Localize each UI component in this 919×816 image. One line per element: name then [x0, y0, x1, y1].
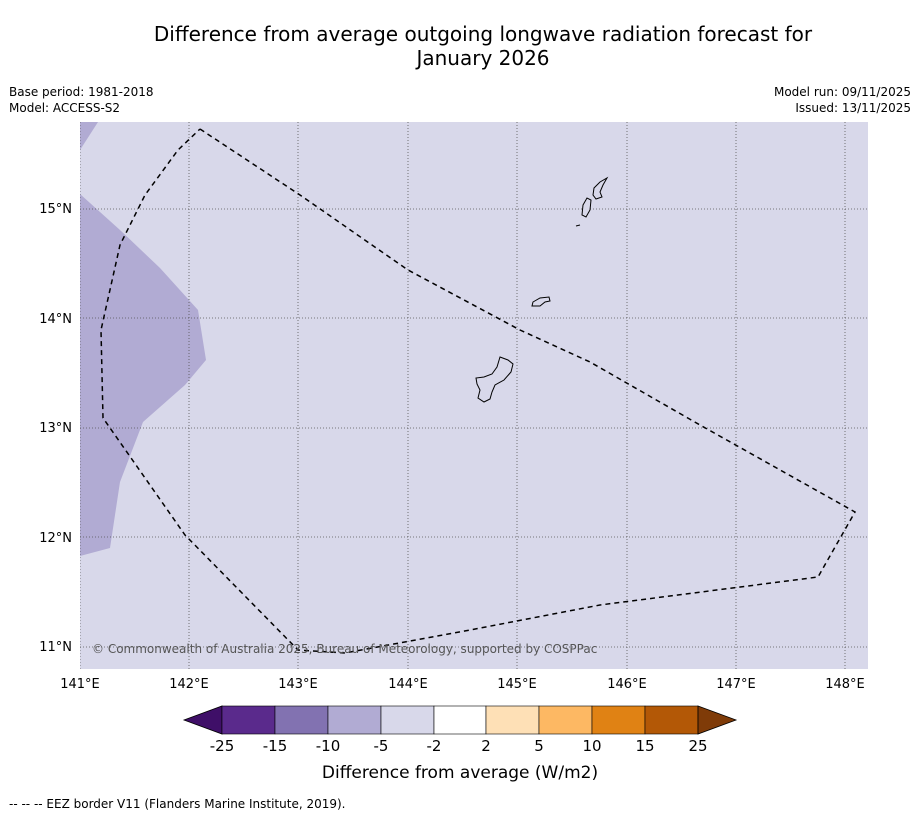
colorbar-segment-1 [221, 705, 276, 735]
anomaly-field-light [80, 122, 868, 669]
base-period: Base period: 1981-2018 [9, 85, 154, 99]
model-run: Model run: 09/11/2025 [773, 85, 911, 99]
meta-left: Base period: 1981-2018 Model: ACCESS-S2 [9, 84, 154, 116]
island-tinian [581, 197, 592, 218]
anomaly-field-stronger [80, 194, 206, 556]
eez-border [100, 128, 857, 654]
lat-label-15n: 15°N [39, 202, 72, 217]
lon-label-148e: 148°E [825, 677, 865, 692]
colorbar-label-5: -2 [427, 737, 442, 755]
island-guam [475, 356, 514, 403]
chart-title: Difference from average outgoing longwav… [60, 22, 906, 70]
island-saipan [592, 176, 609, 200]
island-aguijan [575, 224, 581, 227]
colorbar-label-10: 25 [688, 737, 707, 755]
map-area: © Commonwealth of Australia 2025, Bureau… [80, 122, 868, 669]
colorbar-extend-high [697, 705, 738, 735]
lon-label-145e: 145°E [497, 677, 537, 692]
title-line-2: January 2026 [416, 46, 550, 70]
colorbar-segment-3 [327, 705, 382, 735]
lat-gridlines [80, 208, 868, 648]
colorbar-label-1: -25 [210, 737, 235, 755]
colorbar-label-7: 5 [534, 737, 544, 755]
colorbar-extend-low [182, 705, 223, 735]
colorbar-label-4: -5 [374, 737, 389, 755]
title-line-1: Difference from average outgoing longwav… [153, 22, 813, 46]
colorbar-label-2: -15 [263, 737, 288, 755]
lon-gridlines [80, 122, 846, 669]
meta-right: Model run: 09/11/2025 Issued: 13/11/2025 [774, 84, 911, 116]
colorbar-title: Difference from average (W/m2) [322, 763, 598, 783]
colorbar-segment-6 [485, 705, 540, 735]
lat-label-11n: 11°N [39, 640, 72, 655]
lon-label-143e: 143°E [278, 677, 318, 692]
lat-label-12n: 12°N [39, 531, 72, 546]
colorbar-label-3: -10 [316, 737, 341, 755]
colorbar: -25 -15 -10 -5 -2 2 5 10 15 25 Differenc… [182, 705, 738, 783]
issued-date: Issued: 13/11/2025 [795, 101, 911, 115]
colorbar-segment-4 [380, 705, 435, 735]
copyright-notice: © Commonwealth of Australia 2025, Bureau… [92, 642, 597, 656]
colorbar-segment-2 [274, 705, 329, 735]
colorbar-segment-5 [433, 705, 487, 735]
colorbar-label-6: 2 [481, 737, 491, 755]
lon-label-144e: 144°E [388, 677, 428, 692]
model-name: Model: ACCESS-S2 [9, 101, 121, 115]
island-rota [531, 296, 551, 307]
lat-label-14n: 14°N [39, 312, 72, 327]
colorbar-segment-7 [538, 705, 593, 735]
colorbar-label-8: 10 [582, 737, 601, 755]
lon-label-141e: 141°E [60, 677, 100, 692]
lat-tick-labels: 15°N 14°N 13°N 12°N 11°N [39, 202, 72, 655]
colorbar-label-9: 15 [635, 737, 654, 755]
lon-tick-labels: 141°E 142°E 143°E 144°E 145°E 146°E 147°… [60, 677, 865, 692]
colorbar-labels: -25 -15 -10 -5 -2 2 5 10 15 25 [210, 737, 708, 755]
anomaly-field-stronger-corner [80, 122, 98, 150]
colorbar-segment-8 [591, 705, 646, 735]
colorbar-segment-9 [644, 705, 699, 735]
lon-label-142e: 142°E [169, 677, 209, 692]
lat-label-13n: 13°N [39, 421, 72, 436]
lon-label-146e: 146°E [607, 677, 647, 692]
lon-label-147e: 147°E [716, 677, 756, 692]
eez-footnote: -- -- -- EEZ border V11 (Flanders Marine… [9, 797, 346, 811]
